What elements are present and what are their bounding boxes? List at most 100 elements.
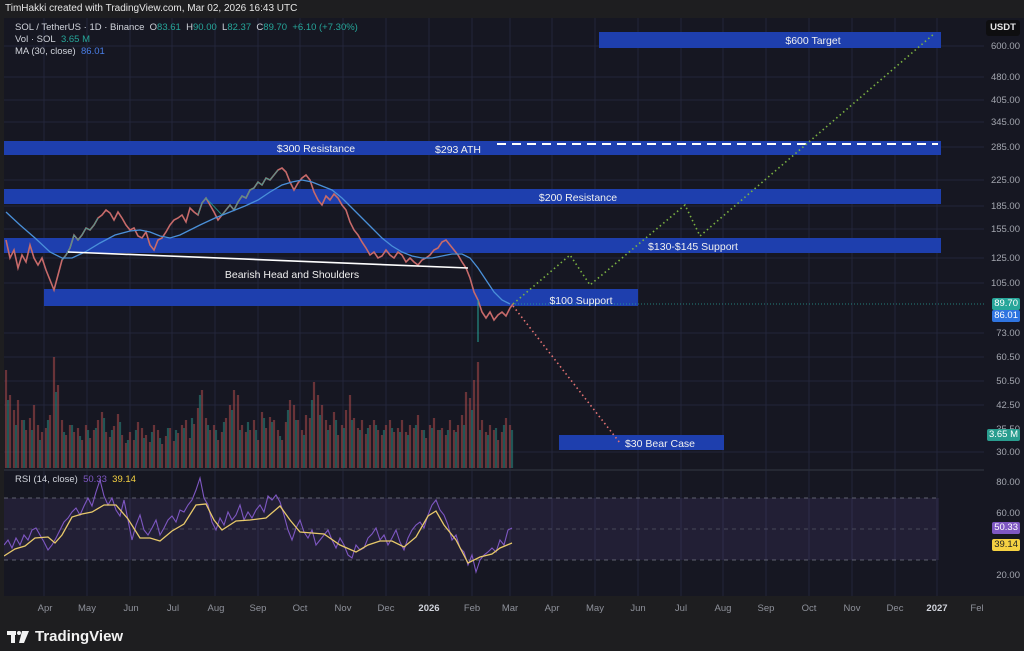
close-label: C [256, 22, 264, 33]
bear-projection-path[interactable] [512, 305, 621, 444]
attribution-bar: TimHakki created with TradingView.com, M… [0, 0, 1024, 18]
rsi-value: 50.33 [83, 474, 107, 485]
x-tick: Aug [714, 603, 732, 614]
zone-30-bear-case[interactable] [559, 435, 724, 450]
rsi-ma-badge: 39.14 [992, 539, 1020, 551]
close-price-badge: 89.70 [992, 298, 1020, 310]
x-tick-year: 2026 [418, 603, 440, 614]
level-zones [4, 32, 941, 450]
x-tick: Fel [970, 603, 984, 614]
ma-value: 86.01 [81, 46, 105, 57]
symbol-legend[interactable]: SOL / TetherUS · 1D · Binance O83.61 H90… [15, 22, 358, 34]
open-label: O [149, 22, 158, 33]
x-tick: Jul [674, 603, 688, 614]
volume-value: 3.65 M [60, 34, 90, 45]
ma-price-badge: 86.01 [992, 310, 1020, 322]
volume-legend[interactable]: Vol · SOL 3.65 M [15, 34, 90, 46]
tradingview-logo[interactable]: TradingView [7, 628, 123, 645]
x-tick: Apr [37, 603, 53, 614]
volume-badge: 3.65 M [986, 429, 1020, 441]
x-tick: Sep [757, 603, 775, 614]
x-tick: Nov [334, 603, 352, 614]
zone-200-resistance[interactable] [4, 189, 941, 204]
neckline[interactable] [67, 251, 469, 269]
tradingview-logo-icon [7, 630, 29, 643]
currency-button[interactable]: USDT [986, 20, 1020, 36]
high-value: 90.00 [192, 22, 217, 33]
zone-100-support[interactable] [44, 289, 638, 306]
rsi-label: RSI (14, close) [15, 474, 78, 485]
x-tick: Feb [463, 603, 481, 614]
y-tick: 225.00 [990, 175, 1020, 186]
x-tick: Mar [501, 603, 519, 614]
label-600-target: $600 Target [785, 35, 840, 47]
close-value: 89.70 [263, 22, 288, 33]
y-tick: 480.00 [990, 72, 1020, 83]
y-tick: 50.50 [996, 376, 1020, 387]
rsi-ma-value: 39.14 [112, 474, 136, 485]
label-30-bear-case: $30 Bear Case [625, 438, 695, 450]
y-tick: 405.00 [990, 95, 1020, 106]
y-tick: 600.00 [990, 41, 1020, 52]
x-tick: Jul [166, 603, 180, 614]
ma-line [5, 179, 511, 305]
rsi-ma-line [4, 503, 513, 564]
y-tick: 125.00 [990, 253, 1020, 264]
x-tick-year: 2027 [926, 603, 948, 614]
rsi-y-tick: 80.00 [996, 477, 1020, 488]
label-293-ath: $293 ATH [435, 144, 481, 156]
y-tick: 185.00 [990, 201, 1020, 212]
zone-600-target[interactable] [599, 32, 941, 48]
x-tick: Jun [123, 603, 139, 614]
bull-projection-path[interactable] [512, 32, 936, 305]
price-line-up-accents [61, 217, 99, 261]
x-tick: Jun [630, 603, 646, 614]
x-tick: Dec [377, 603, 395, 614]
low-value: 82.37 [227, 22, 252, 33]
symbol-name: SOL / TetherUS · 1D · Binance [15, 22, 145, 33]
label-100-support: $100 Support [549, 295, 612, 307]
attribution-text: TimHakki created with TradingView.com, M… [5, 3, 298, 14]
rsi-legend[interactable]: RSI (14, close) 50.33 39.14 [15, 474, 136, 486]
x-tick: Nov [843, 603, 861, 614]
y-tick: 285.00 [990, 142, 1020, 153]
change-value: +6.10 (+7.30%) [292, 22, 358, 33]
high-label: H [186, 22, 193, 33]
rsi-badge: 50.33 [992, 522, 1020, 534]
y-tick: 60.50 [996, 352, 1020, 363]
chart-pane[interactable]: $600 Target $300 Resistance $293 ATH $20… [4, 18, 984, 596]
x-tick: Aug [207, 603, 225, 614]
x-tick: May [78, 603, 96, 614]
x-tick: May [586, 603, 604, 614]
x-tick: Oct [292, 603, 308, 614]
y-tick: 345.00 [990, 117, 1020, 128]
tradingview-logo-text: TradingView [35, 628, 124, 645]
volume-label: Vol · SOL [15, 34, 56, 45]
label-200-resistance: $200 Resistance [539, 192, 617, 204]
x-tick: Oct [801, 603, 817, 614]
zone-130-145-support[interactable] [4, 238, 941, 253]
y-tick: 155.00 [990, 224, 1020, 235]
zone-300-resistance[interactable] [4, 141, 941, 155]
volume-bars [4, 357, 514, 468]
label-300-resistance: $300 Resistance [277, 143, 355, 155]
x-tick: Apr [544, 603, 560, 614]
rsi-y-tick: 20.00 [996, 570, 1020, 581]
label-bearish-head-shoulders: Bearish Head and Shoulders [225, 269, 359, 281]
label-130-145-support: $130-$145 Support [648, 241, 738, 253]
low-label: L [222, 22, 228, 33]
x-tick: Sep [249, 603, 267, 614]
y-tick: 73.00 [996, 328, 1020, 339]
x-tick: Dec [886, 603, 904, 614]
ma-label: MA (30, close) [15, 46, 76, 57]
rsi-y-tick: 60.00 [996, 508, 1020, 519]
rsi-pane [4, 475, 939, 575]
y-tick: 105.00 [990, 278, 1020, 289]
open-value: 83.61 [157, 22, 181, 33]
footer [0, 620, 1024, 651]
zone-labels: $600 Target $300 Resistance $293 ATH $20… [225, 35, 841, 450]
chart-canvas[interactable]: $600 Target $300 Resistance $293 ATH $20… [4, 18, 984, 596]
price-line-up-accents-2 [197, 169, 279, 216]
ma-legend[interactable]: MA (30, close) 86.01 [15, 46, 105, 58]
y-tick: 42.50 [996, 400, 1020, 411]
